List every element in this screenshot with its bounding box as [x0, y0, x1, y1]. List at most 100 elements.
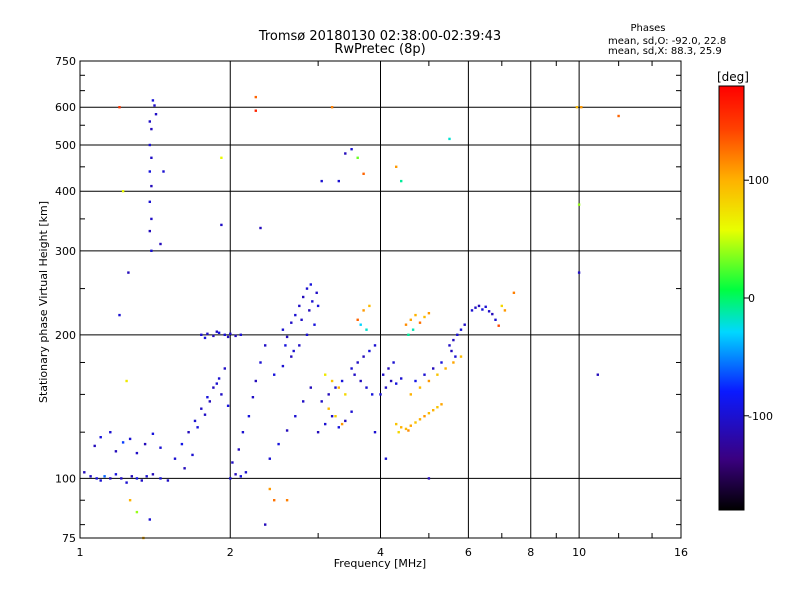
data-point: [368, 304, 371, 308]
data-point: [89, 475, 92, 478]
data-point: [334, 386, 337, 389]
data-point: [159, 242, 162, 246]
data-point: [173, 457, 177, 460]
data-point: [316, 304, 320, 308]
data-point: [159, 477, 162, 480]
data-point: [596, 373, 599, 376]
data-point: [127, 271, 130, 274]
data-point: [135, 477, 139, 480]
y-tick-label: 100: [55, 472, 76, 485]
data-point: [324, 373, 327, 376]
data-point: [362, 309, 365, 312]
data-point: [365, 386, 368, 389]
grid-lines: [80, 61, 681, 538]
data-point: [290, 321, 293, 324]
data-point: [389, 379, 393, 383]
data-point: [154, 113, 158, 116]
data-point: [196, 426, 199, 429]
data-point: [427, 477, 431, 480]
x-tick-label: 8: [527, 546, 534, 559]
data-point: [305, 333, 309, 336]
data-point: [83, 471, 86, 474]
data-point: [320, 400, 323, 403]
data-point: [300, 318, 303, 321]
data-point: [150, 156, 153, 159]
data-point: [481, 308, 484, 311]
data-point: [254, 95, 257, 99]
data-point: [148, 143, 151, 147]
data-point: [350, 410, 353, 413]
data-point: [404, 427, 408, 431]
data-point: [128, 437, 132, 441]
data-point: [229, 477, 232, 480]
data-point: [362, 172, 365, 175]
data-point: [212, 334, 215, 338]
data-point: [350, 367, 353, 370]
data-point: [254, 379, 257, 383]
data-point: [340, 422, 344, 426]
data-point: [234, 334, 237, 338]
data-point: [215, 382, 218, 385]
data-point: [395, 382, 398, 385]
data-point: [400, 426, 403, 429]
data-point: [99, 436, 102, 439]
data-point: [344, 419, 347, 423]
data-point: [121, 441, 125, 444]
data-point: [114, 473, 118, 476]
data-point: [356, 156, 359, 159]
data-point: [140, 479, 143, 482]
data-point: [148, 200, 151, 203]
data-point: [337, 179, 340, 183]
data-point: [247, 415, 251, 418]
x-axis-label: Frequency [MHz]: [334, 557, 426, 570]
data-point: [407, 429, 410, 432]
data-point: [109, 431, 112, 434]
data-point: [151, 473, 155, 476]
colorbar-tick-label: -100: [748, 410, 773, 423]
data-point: [241, 431, 245, 434]
data-point: [135, 451, 139, 455]
data-point: [334, 415, 337, 418]
data-point: [440, 403, 443, 406]
x-tick-label: 2: [227, 546, 234, 559]
data-point: [440, 361, 443, 364]
y-tick-label: 750: [55, 55, 76, 68]
data-point: [234, 473, 237, 476]
data-point: [135, 510, 139, 514]
data-point: [200, 333, 203, 336]
data-point: [359, 323, 362, 326]
data-point: [387, 367, 390, 370]
data-point: [268, 487, 271, 491]
data-point: [273, 499, 276, 502]
data-point: [193, 419, 197, 423]
data-point: [384, 457, 388, 460]
data-point: [459, 355, 463, 358]
data-point: [302, 295, 305, 299]
axes: [79, 60, 682, 539]
data-point: [180, 442, 184, 446]
data-point: [444, 367, 447, 370]
data-point: [162, 170, 165, 173]
data-point: [432, 367, 435, 370]
data-point: [200, 407, 203, 410]
data-point: [320, 179, 323, 183]
data-point: [223, 333, 226, 336]
data-point: [130, 475, 133, 478]
data-point: [285, 429, 289, 432]
data-point: [148, 170, 151, 173]
data-point: [580, 106, 583, 109]
data-point: [353, 373, 356, 376]
data-point: [362, 355, 365, 358]
data-point: [191, 453, 194, 457]
data-point: [474, 306, 477, 309]
data-point: [251, 396, 255, 399]
data-point: [220, 393, 223, 396]
data-point: [316, 431, 320, 434]
data-point: [418, 418, 422, 421]
x-tick-label: 1: [77, 546, 84, 559]
stats-heading: Phases: [630, 23, 665, 34]
data-point: [359, 379, 362, 383]
data-point: [264, 344, 267, 347]
data-point: [220, 156, 223, 159]
data-point: [512, 291, 516, 294]
